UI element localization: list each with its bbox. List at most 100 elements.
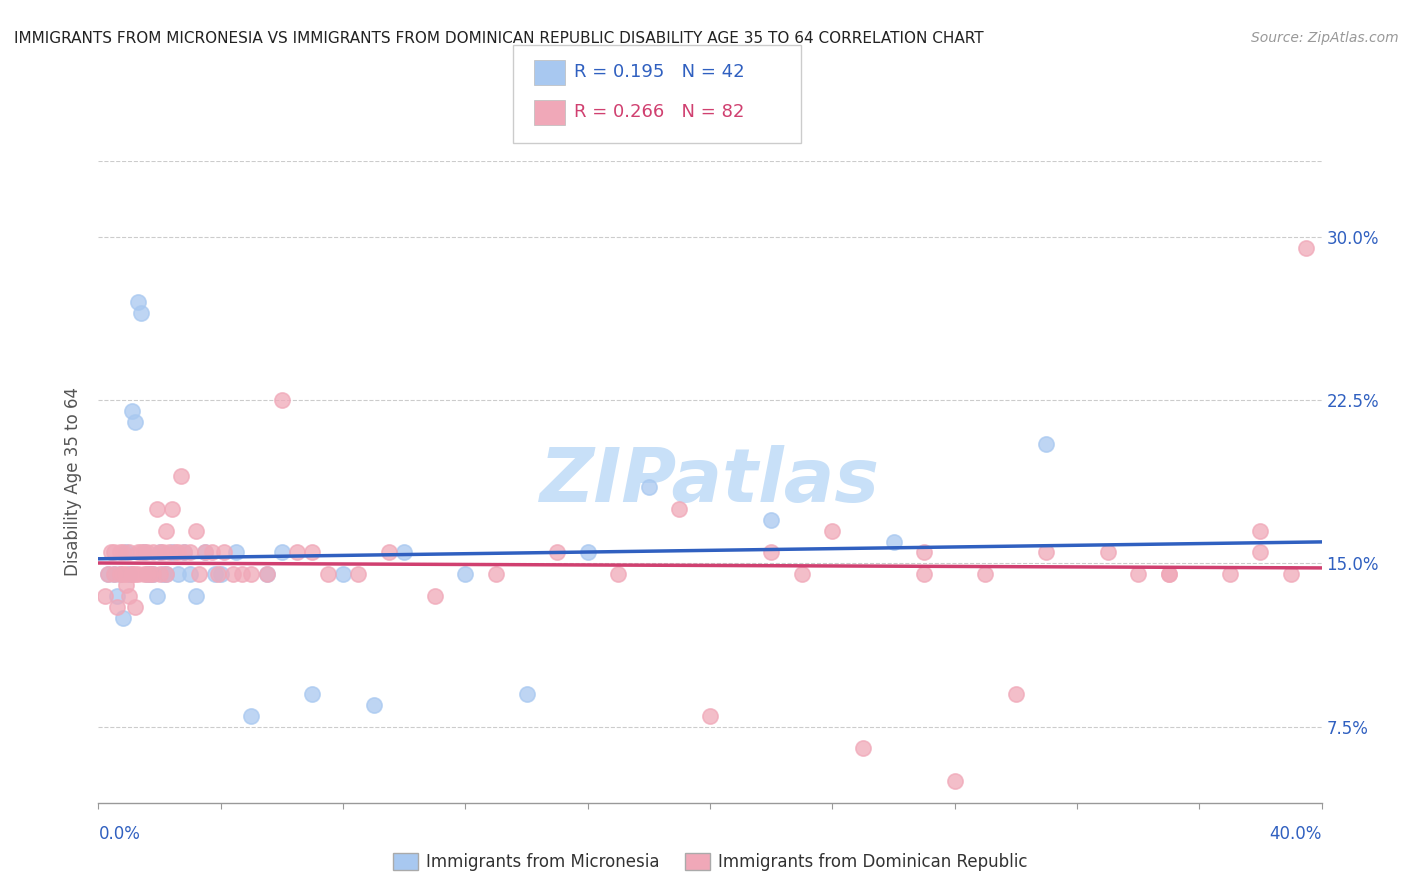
Point: [142, 545, 165, 559]
Point: [607, 567, 630, 582]
Y-axis label: Disability Age 35 to 64: Disability Age 35 to 64: [65, 387, 83, 576]
Point: [103, 567, 125, 582]
Point: [821, 524, 844, 538]
Point: [145, 502, 167, 516]
Point: [108, 567, 131, 582]
Point: [301, 687, 323, 701]
Point: [145, 589, 167, 603]
Point: [111, 567, 134, 582]
Point: [270, 545, 292, 559]
Point: [97, 567, 120, 582]
Point: [1035, 436, 1057, 450]
Point: [1249, 524, 1271, 538]
Point: [285, 545, 308, 559]
Point: [1249, 545, 1271, 559]
Point: [256, 567, 278, 582]
Point: [152, 567, 174, 582]
Point: [883, 534, 905, 549]
Point: [129, 306, 152, 320]
Point: [270, 392, 292, 407]
Point: [139, 567, 162, 582]
Point: [943, 774, 966, 789]
Point: [142, 567, 165, 582]
Point: [186, 589, 208, 603]
Point: [108, 567, 131, 582]
Text: IMMIGRANTS FROM MICRONESIA VS IMMIGRANTS FROM DOMINICAN REPUBLIC DISABILITY AGE : IMMIGRANTS FROM MICRONESIA VS IMMIGRANTS…: [14, 31, 984, 46]
Point: [392, 545, 416, 559]
Point: [1219, 567, 1241, 582]
Point: [207, 567, 229, 582]
Point: [167, 545, 190, 559]
Point: [209, 567, 232, 582]
Point: [124, 599, 146, 614]
Point: [127, 567, 149, 582]
Point: [136, 545, 159, 559]
Point: [194, 545, 217, 559]
Point: [1279, 567, 1302, 582]
Point: [179, 545, 201, 559]
Point: [118, 589, 141, 603]
Point: [186, 524, 208, 538]
Point: [637, 480, 661, 494]
Point: [134, 567, 156, 582]
Point: [222, 567, 245, 582]
Point: [155, 567, 177, 582]
Point: [111, 611, 134, 625]
Point: [173, 545, 195, 559]
Point: [152, 545, 174, 559]
Text: Source: ZipAtlas.com: Source: ZipAtlas.com: [1251, 31, 1399, 45]
Point: [160, 502, 183, 516]
Point: [105, 599, 128, 614]
Point: [912, 567, 935, 582]
Point: [142, 567, 165, 582]
Point: [163, 545, 186, 559]
Point: [118, 567, 141, 582]
Point: [134, 545, 156, 559]
Point: [516, 687, 538, 701]
Point: [149, 567, 172, 582]
Text: R = 0.266   N = 82: R = 0.266 N = 82: [574, 103, 744, 121]
Point: [115, 545, 138, 559]
Point: [1128, 567, 1150, 582]
Point: [301, 545, 323, 559]
Point: [1157, 567, 1180, 582]
Point: [136, 567, 159, 582]
Point: [668, 502, 690, 516]
Text: 40.0%: 40.0%: [1270, 825, 1322, 843]
Point: [167, 567, 190, 582]
Point: [179, 567, 201, 582]
Point: [103, 545, 125, 559]
Point: [256, 567, 278, 582]
Point: [121, 567, 143, 582]
Point: [363, 698, 385, 712]
Point: [149, 545, 172, 559]
Point: [759, 545, 782, 559]
Point: [974, 567, 997, 582]
Text: R = 0.195   N = 42: R = 0.195 N = 42: [574, 63, 744, 81]
Point: [454, 567, 477, 582]
Point: [134, 545, 156, 559]
Point: [157, 545, 180, 559]
Point: [316, 567, 339, 582]
Point: [127, 295, 149, 310]
Point: [100, 545, 122, 559]
Point: [136, 567, 159, 582]
Point: [124, 567, 146, 582]
Point: [576, 545, 599, 559]
Point: [1097, 545, 1119, 559]
Point: [115, 567, 138, 582]
Point: [139, 567, 162, 582]
Point: [194, 545, 217, 559]
Point: [127, 545, 149, 559]
Point: [124, 415, 146, 429]
Point: [699, 708, 721, 723]
Point: [759, 513, 782, 527]
Point: [121, 404, 143, 418]
Point: [204, 567, 226, 582]
Point: [1295, 241, 1317, 255]
Point: [200, 545, 222, 559]
Point: [129, 545, 152, 559]
Point: [111, 545, 134, 559]
Point: [790, 567, 813, 582]
Point: [1004, 687, 1026, 701]
